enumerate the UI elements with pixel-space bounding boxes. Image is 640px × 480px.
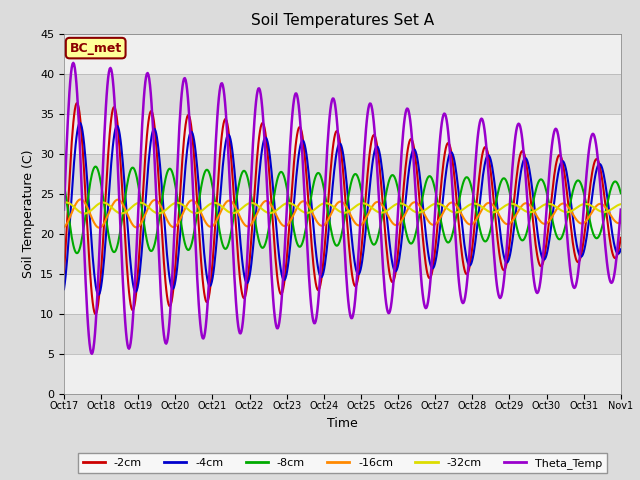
-4cm — [70, 159, 78, 165]
-32cm — [186, 208, 193, 214]
Theta_Temp — [60, 207, 68, 213]
-32cm — [215, 202, 223, 207]
-32cm — [129, 203, 137, 209]
-2cm — [70, 113, 78, 119]
-16cm — [77, 196, 85, 202]
-32cm — [412, 209, 419, 215]
Legend: -2cm, -4cm, -8cm, -16cm, -32cm, Theta_Temp: -2cm, -4cm, -8cm, -16cm, -32cm, Theta_Te… — [78, 453, 607, 473]
Bar — [64, 114, 621, 154]
Line: -16cm: -16cm — [64, 199, 621, 228]
-2cm — [129, 307, 137, 313]
Theta_Temp — [88, 351, 96, 357]
-16cm — [215, 213, 223, 219]
-16cm — [617, 220, 625, 226]
-4cm — [186, 132, 193, 138]
-4cm — [129, 281, 137, 287]
Line: Theta_Temp: Theta_Temp — [64, 63, 621, 354]
-32cm — [428, 202, 436, 208]
-32cm — [80, 211, 88, 216]
-16cm — [412, 200, 419, 205]
-8cm — [412, 231, 419, 237]
-2cm — [617, 235, 625, 240]
-32cm — [617, 201, 625, 207]
Text: BC_met: BC_met — [70, 42, 122, 55]
Y-axis label: Soil Temperature (C): Soil Temperature (C) — [22, 149, 35, 278]
Line: -32cm: -32cm — [64, 203, 621, 214]
-16cm — [129, 222, 137, 228]
-2cm — [60, 270, 68, 276]
-32cm — [71, 205, 79, 211]
Bar — [64, 274, 621, 313]
Theta_Temp — [428, 259, 436, 265]
-4cm — [215, 210, 223, 216]
Theta_Temp — [70, 60, 77, 66]
-8cm — [129, 165, 137, 170]
-16cm — [70, 204, 78, 210]
-32cm — [61, 200, 69, 205]
-8cm — [186, 246, 193, 252]
-8cm — [70, 245, 78, 251]
-2cm — [92, 311, 100, 317]
X-axis label: Time: Time — [327, 417, 358, 430]
Theta_Temp — [186, 117, 193, 123]
Theta_Temp — [129, 315, 137, 321]
Bar — [64, 34, 621, 73]
-16cm — [60, 225, 68, 230]
-4cm — [617, 247, 625, 252]
Theta_Temp — [71, 65, 79, 71]
Title: Soil Temperatures Set A: Soil Temperatures Set A — [251, 13, 434, 28]
-4cm — [412, 148, 419, 154]
-4cm — [95, 292, 102, 298]
Bar — [64, 193, 621, 234]
-2cm — [428, 270, 436, 276]
-2cm — [215, 167, 223, 172]
-8cm — [60, 181, 68, 187]
Bar — [64, 354, 621, 394]
-2cm — [412, 156, 419, 162]
-8cm — [428, 176, 436, 181]
-8cm — [215, 224, 223, 230]
-32cm — [60, 200, 68, 205]
Line: -8cm: -8cm — [64, 167, 621, 253]
-2cm — [74, 100, 81, 106]
-8cm — [74, 251, 81, 256]
-16cm — [428, 222, 436, 228]
-8cm — [92, 164, 100, 169]
-4cm — [428, 265, 436, 271]
-8cm — [617, 190, 625, 196]
-16cm — [96, 225, 104, 230]
Theta_Temp — [617, 207, 625, 213]
Theta_Temp — [412, 189, 419, 195]
-4cm — [60, 287, 68, 292]
Line: -2cm: -2cm — [64, 103, 621, 314]
Line: -4cm: -4cm — [64, 123, 621, 295]
-2cm — [186, 114, 193, 120]
-16cm — [186, 199, 193, 204]
-4cm — [76, 120, 84, 126]
Theta_Temp — [215, 95, 223, 100]
